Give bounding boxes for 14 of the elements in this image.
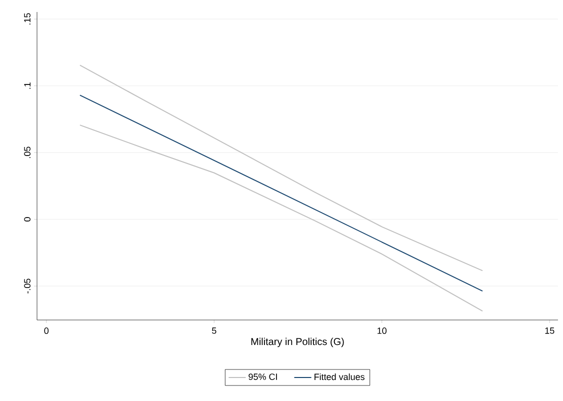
x-tick-label: 5 xyxy=(212,328,216,334)
x-tick-label: 10 xyxy=(378,328,387,334)
line-series xyxy=(79,64,484,272)
x-axis-title: Military in Politics (G) xyxy=(251,338,344,348)
legend-label: Fitted values xyxy=(314,373,364,380)
y-tick-label: 0 xyxy=(24,217,30,222)
line-series xyxy=(79,124,484,312)
y-tick-label: .15 xyxy=(24,13,30,25)
x-tick-label: 15 xyxy=(545,328,554,334)
y-tick-label: .1 xyxy=(24,82,30,89)
y-tick-label: -.05 xyxy=(24,278,30,294)
y-tick-label: .05 xyxy=(24,146,30,158)
x-tick-label: 0 xyxy=(44,328,49,334)
legend-label: 95% CI xyxy=(248,374,277,380)
